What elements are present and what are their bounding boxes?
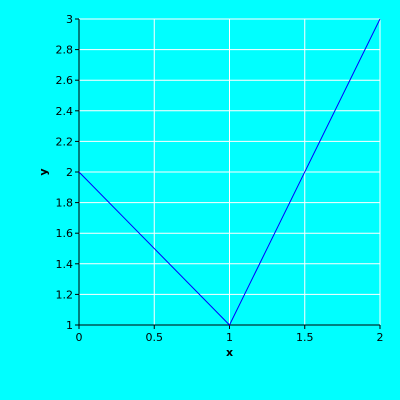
- series-line: [78, 18, 381, 326]
- x-tick-label: 1.5: [296, 331, 314, 344]
- x-tick-label: 0.5: [146, 331, 164, 344]
- y-tick-label: 2.2: [56, 135, 74, 148]
- series-layer: [78, 18, 381, 326]
- x-tick-label: 0: [76, 331, 83, 344]
- y-tick-label: 2.6: [56, 74, 74, 87]
- y-tick-label: 1.4: [56, 258, 74, 271]
- x-axis-title: x: [226, 346, 233, 359]
- y-tick-label: 2.4: [56, 105, 74, 118]
- y-tick-label: 2.8: [56, 44, 74, 57]
- y-tick-label: 1.6: [56, 227, 74, 240]
- y-tick-label: 1.8: [56, 197, 74, 210]
- x-tick-label: 1: [226, 331, 233, 344]
- grid: [78, 18, 381, 326]
- tick-labels: 0 0.5 1 1.5 2 1 1.2 1.4 1.6 1.8 2 2.2 2.4 2.6 2.8 3: [56, 13, 384, 344]
- y-tick-label: 2: [66, 166, 73, 179]
- y-tick-label: 1.2: [56, 288, 74, 301]
- x-tick-label: 2: [377, 331, 384, 344]
- y-tick-label: 3: [66, 13, 73, 26]
- y-tick-label: 1: [66, 319, 73, 332]
- y-axis-title: y: [37, 168, 50, 175]
